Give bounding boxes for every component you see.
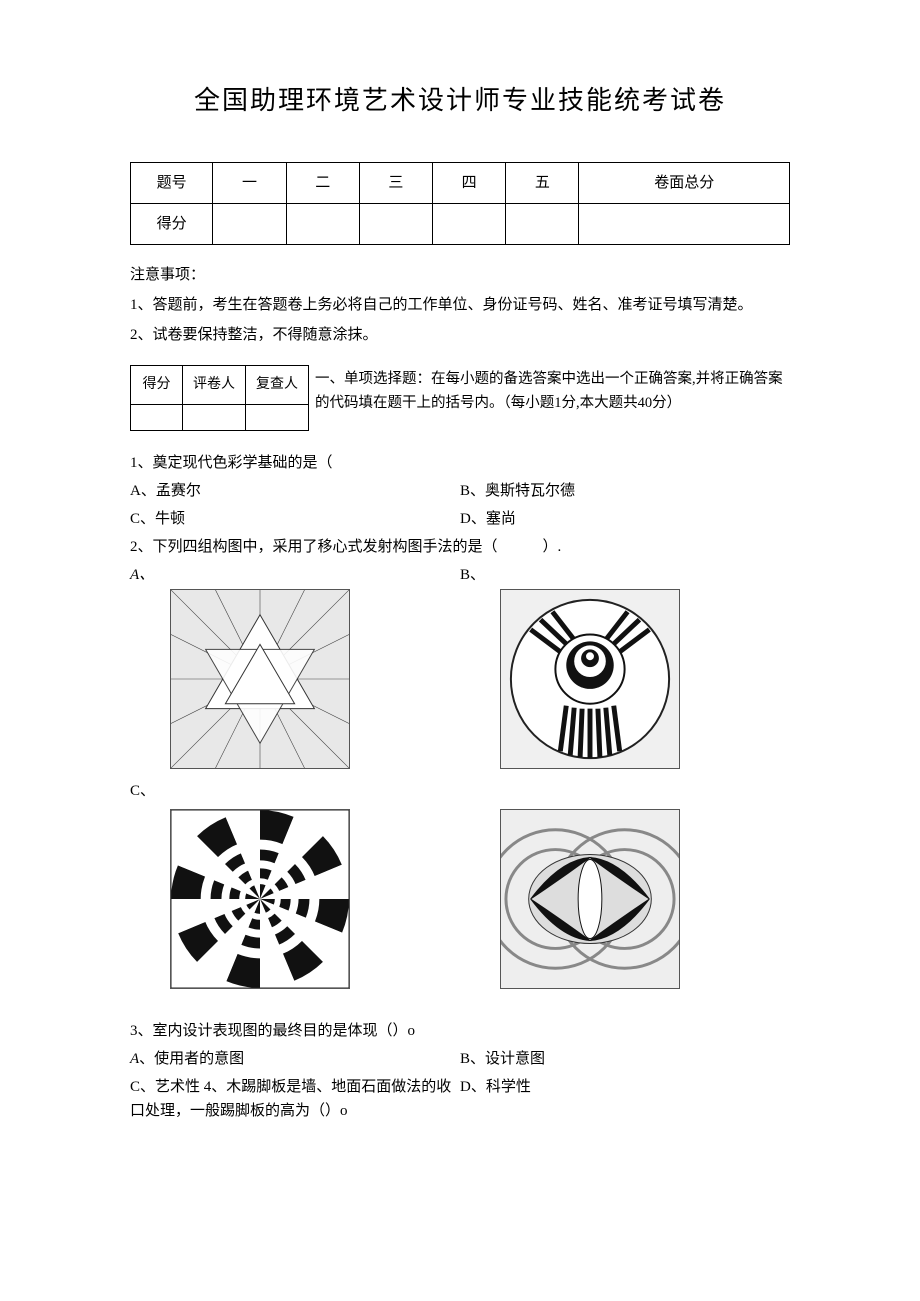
score-cell-5 [506,203,579,244]
notice-2-num: 2、 [130,327,153,343]
score-header-total: 卷面总分 [579,162,790,203]
q3-stem: 3、室内设计表现图的最终目的是体现（）o [130,1019,790,1043]
score-header-label: 题号 [131,162,213,203]
score-header-2: 二 [286,162,359,203]
notice-1-text: 答题前，考生在答题卷上务必将自己的工作单位、身份证号码、姓名、准考证号填写清楚。 [153,297,753,313]
score-cell-3 [359,203,432,244]
q1-option-c: C、牛顿 [130,507,460,531]
section1-description: 一、单项选择题：在每小题的备选答案中选出一个正确答案,并将正确答案的代码填在题干… [315,365,790,416]
q3-option-d: D、科学性 [460,1075,790,1123]
q2-image-d [500,809,680,989]
score-header-4: 四 [433,162,506,203]
score-header-5: 五 [506,162,579,203]
score-header-3: 三 [359,162,432,203]
score-header-1: 一 [213,162,286,203]
score-row2-label: 得分 [131,203,213,244]
grader-cell-3 [246,404,309,430]
grader-h2: 评卷人 [183,365,246,404]
notice-1-num: 1、 [130,297,153,313]
page-title: 全国助理环境艺术设计师专业技能统考试卷 [130,80,790,122]
q1-option-b: B、奥斯特瓦尔德 [460,479,790,503]
q2-label-c: C、 [130,783,155,799]
score-cell-4 [433,203,506,244]
notice-2-text: 试卷要保持整洁，不得随意涂抹。 [153,327,378,343]
grader-h1: 得分 [131,365,183,404]
q1-stem: 1、奠定现代色彩学基础的是（ [130,451,790,475]
grader-table: 得分 评卷人 复查人 [130,365,309,431]
score-cell-2 [286,203,359,244]
q1-option-d: D、塞尚 [460,507,790,531]
q2-image-b [500,589,680,769]
grader-cell-1 [131,404,183,430]
score-summary-table: 题号 一 二 三 四 五 卷面总分 得分 [130,162,790,245]
q1-option-a: A、孟赛尔 [130,479,460,503]
notice-header: 注意事项： [130,263,790,287]
grader-cell-2 [183,404,246,430]
q2-label-b: B、 [460,567,485,583]
q2-image-a [170,589,350,769]
notice-item-2: 2、试卷要保持整洁，不得随意涂抹。 [130,323,790,347]
q3-option-c-and-q4: C、艺术性 4、木踢脚板是墙、地面石面做法的收口处理，一般踢脚板的高为（）o [130,1075,460,1123]
q2-image-c [170,809,350,989]
q2-label-a: A、 [130,567,154,583]
grader-h3: 复查人 [246,365,309,404]
q3-option-b: B、设计意图 [460,1047,790,1071]
q2-stem: 2、下列四组构图中，采用了移心式发射构图手法的是（ ）. [130,535,790,559]
q3-option-a: 、使用者的意图 [139,1051,244,1067]
notice-item-1: 1、答题前，考生在答题卷上务必将自己的工作单位、身份证号码、姓名、准考证号填写清… [130,293,790,317]
score-cell-1 [213,203,286,244]
score-cell-total [579,203,790,244]
